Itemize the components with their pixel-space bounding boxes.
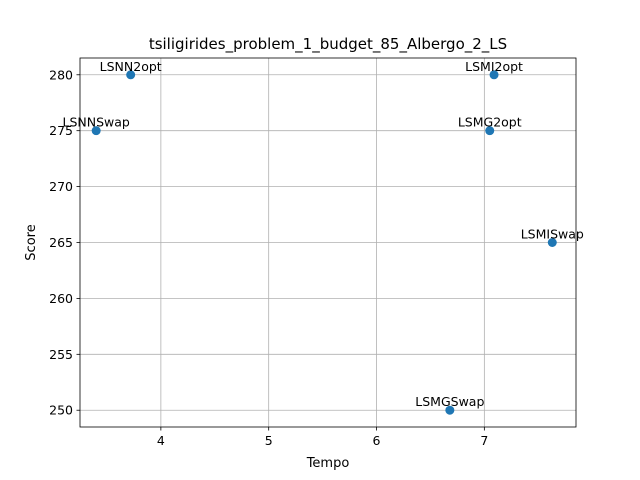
data-point <box>489 70 499 80</box>
y-tick-label: 270 <box>49 179 73 194</box>
data-point-label: LSMG2opt <box>458 115 522 130</box>
data-point <box>485 126 495 136</box>
data-point-label: LSNNSwap <box>62 115 129 130</box>
x-tick-label: 6 <box>373 433 381 448</box>
data-points: LSNN2opt LSNNSwap LSMI2opt LSMG2opt LSMISwap… <box>62 59 584 415</box>
y-tick-label: 265 <box>49 235 73 250</box>
chart-title: tsiligirides_problem_1_budget_85_Albergo… <box>149 35 507 54</box>
plot-frame <box>79 57 577 428</box>
data-point <box>91 126 101 136</box>
data-point-label: LSMISwap <box>521 227 584 242</box>
x-tick-label: 7 <box>480 433 488 448</box>
grid-lines <box>80 58 576 427</box>
y-tick-label: 280 <box>49 67 73 82</box>
y-tick-label: 255 <box>49 347 73 362</box>
y-tick-label: 260 <box>49 291 73 306</box>
y-tick-label: 275 <box>49 123 73 138</box>
y-axis-label: Score <box>24 224 39 260</box>
x-tick-label: 5 <box>265 433 273 448</box>
data-point <box>547 238 557 247</box>
data-point-label: LSMGSwap <box>415 394 484 409</box>
data-point-label: LSNN2opt <box>100 59 162 74</box>
y-tick-label: 250 <box>49 403 73 418</box>
data-point <box>445 405 455 415</box>
x-tick-label: 4 <box>157 433 165 448</box>
x-axis-label: Tempo <box>306 456 350 471</box>
data-point <box>126 70 136 80</box>
axis-ticks: 4 5 6 7 250 255 260 265 270 275 280 <box>49 67 488 448</box>
data-point-label: LSMI2opt <box>465 59 523 74</box>
